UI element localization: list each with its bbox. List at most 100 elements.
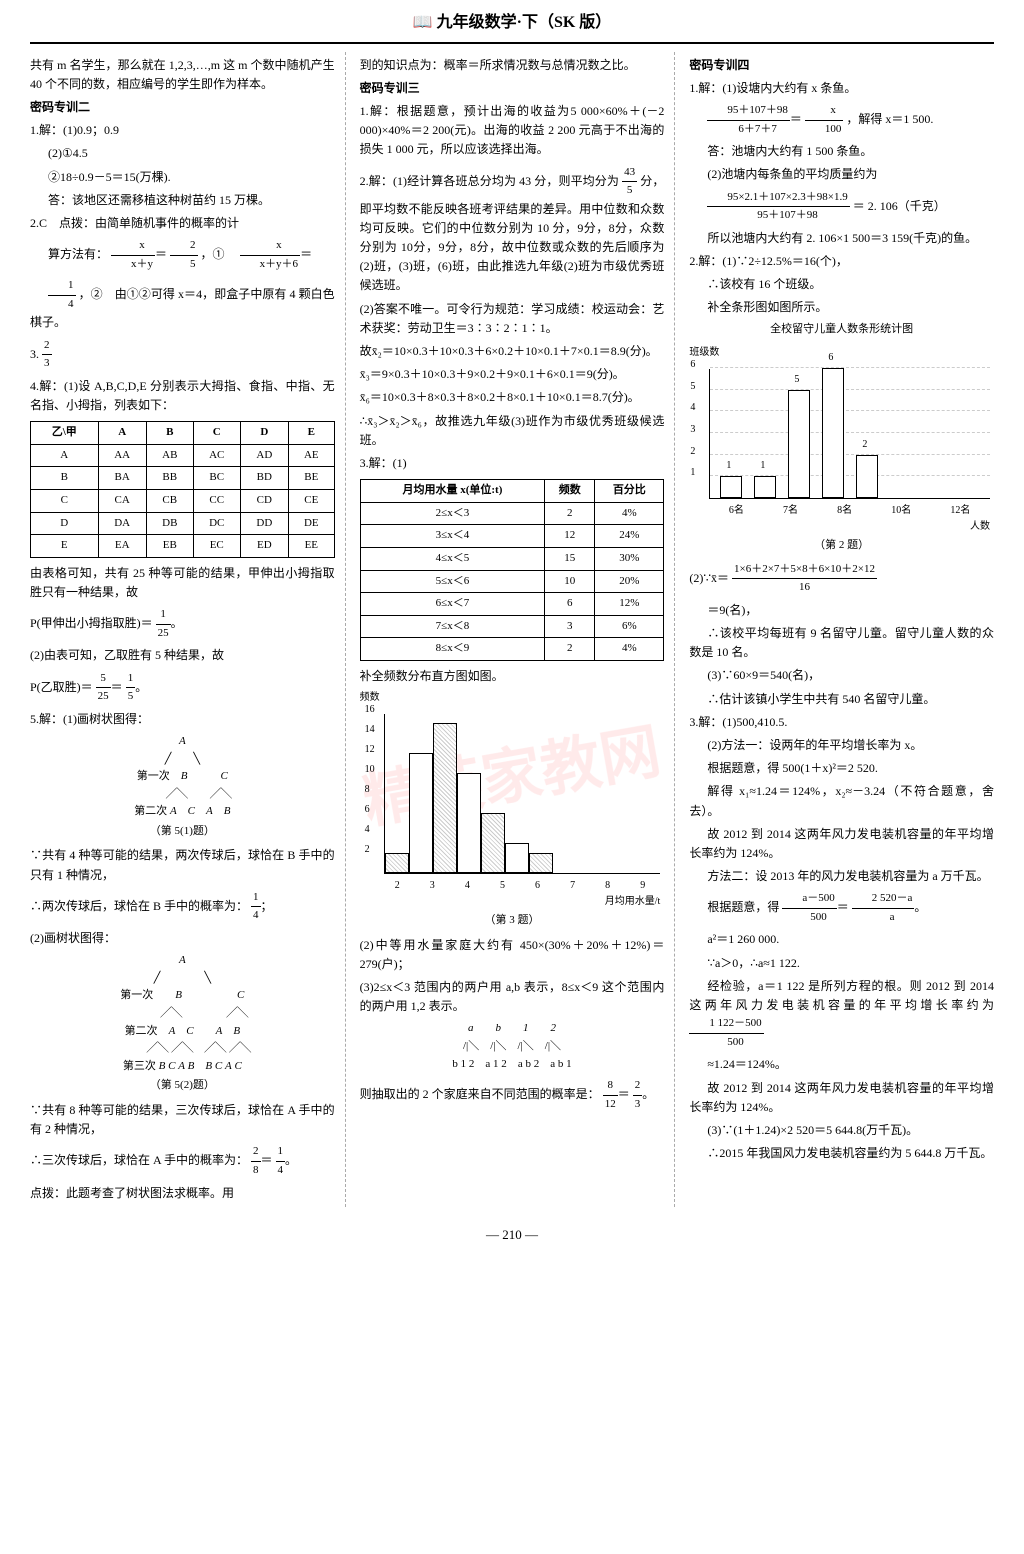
td: AC [193,444,240,467]
c1-q2line: 算方法有： xx＋y＝ 25 ，① xx＋y＋6＝ [30,237,335,273]
th: B [146,422,193,445]
td: 10 [545,570,595,593]
t: 则抽取出的 2 个家庭来自不同范围的概率是： [360,1087,600,1101]
th: 百分比 [595,480,664,503]
tree3-subs: b 1 2 a 1 2 a b 2 a b 1 [360,1056,665,1074]
td: AB [146,444,193,467]
c2-p1: 到的知识点为：概率＝所求情况数与总情况数之比。 [360,56,665,75]
t: ∴三次传球后，球恰在 A 手中的概率为： [30,1153,248,1167]
c1-q5b: ∵共有 4 种等可能的结果，两次传球后，球恰在 B 手中的只有 1 种情况， [30,846,335,884]
c2-q2f: x̄₆＝10×0.3＋8×0.3＋8×0.2＋8×0.1＋10×0.1＝8.7(… [360,388,665,407]
td: DC [193,512,240,535]
tree3-lines: /|＼ /|＼ /|＼ /|＼ [360,1038,665,1056]
t: 经检验，a＝1 122 是所列方程的根。则 2012 到 2014 这两年风力发… [689,979,994,1012]
c1-q4a: 4.解：(1)设 A,B,C,D,E 分别表示大拇指、食指、中指、无名指、小拇指… [30,377,335,415]
frac12: 435 [622,164,637,200]
tree1-l1: 第一次 B C [30,768,335,786]
c2-q2g: ∴x̄₃＞x̄₂＞x̄₆，故推选九年级(3)班作为市级优秀班级候选班。 [360,412,665,450]
frac5: 23 [42,337,52,373]
page-header: 📖 九年级数学·下（SK 版） [30,10,994,44]
frac8: 15 [126,670,136,706]
td: DD [240,512,288,535]
c2-q3b: 补全频数分布直方图如图。 [360,667,665,686]
c3-q3m: (3)∵(1＋1.24)×2 520＝5 644.8(万千瓦)。 [689,1121,994,1140]
chart-xlab: 人数 [689,519,990,535]
c3-q2b: ∴该校有 16 个班级。 [689,275,994,294]
td: 4% [595,638,664,661]
c3-q3i: ∵a＞0，∴a≈1 122. [689,954,994,973]
td: 12% [595,593,664,616]
c3-q1f: 所以池塘内大约有 2. 106×1 500＝3 159(千克)的鱼。 [689,229,994,248]
section-3: 密码专训三 [360,79,665,98]
column-1: 共有 m 名学生，那么就在 1,2,3,…,m 这 m 个数中随机产生 40 个… [30,52,346,1207]
frac10: 28 [251,1143,261,1179]
td: BD [240,467,288,490]
c3-q3h: a²＝1 260 000. [689,930,994,949]
tree2-l1: 第一次 B C [30,987,335,1005]
c3-q2f: ∴该校平均每班有 9 名留守儿童。留守儿童人数的众数是 10 名。 [689,624,994,662]
c3-q3l: 故 2012 到 2014 这两年风力发电装机容量的年平均增长率约为 124%。 [689,1079,994,1117]
td: 2≤x＜3 [360,502,545,525]
tree2-top: A [30,952,335,970]
c1-q5f: ∴三次传球后，球恰在 A 手中的概率为： 28＝ 14。 [30,1143,335,1179]
c2-q3d: (3)2≤x＜3 范围内的两户用 a,b 表示，8≤x＜9 这个范围内的两户用 … [360,978,665,1016]
frac2: 25 [170,237,198,273]
th-diag: 乙\甲 [31,422,99,445]
td: DA [98,512,146,535]
tree2-lines: ╱ ╲ [30,970,335,988]
td: D [31,512,99,535]
th: D [240,422,288,445]
c3-q3g: 根据题意，得 a－500500＝ 2 520－aa。 [689,890,994,926]
c1-q5d: (2)画树状图得： [30,929,335,948]
bar-xax: 6名7名8名10名12名 [709,503,990,519]
td: DE [288,512,334,535]
hist-xax: 23456789 [380,878,661,894]
c3-q1d: (2)池塘内每条鱼的平均质量约为 [689,165,994,184]
frac4: 14 [48,277,76,313]
td: CE [288,490,334,513]
th: 频数 [545,480,595,503]
book-icon: 📖 [413,14,433,31]
tree1-l2: 第二次 A C A B [30,803,335,821]
td: EE [288,535,334,558]
tree-1: A ╱ ╲ 第一次 B C ╱╲ ╱╲ 第二次 A C A B （第 5(1)题… [30,733,335,841]
c1-q3: 3. 23 [30,337,335,373]
frac13: 812 [603,1077,618,1113]
c1-q5a: 5.解：(1)画树状图得： [30,710,335,729]
c3-q2d: (2)∵x̄＝ 1×6＋2×7＋5×8＋6×10＋2×1216 [689,561,994,597]
tree-2: A ╱ ╲ 第一次 B C ╱╲ ╱╲ 第二次 A C A B ╱╲ ╱╲ ╱╲… [30,952,335,1095]
frac18: 1×6＋2×7＋5×8＋6×10＋2×1216 [732,561,877,597]
histogram: 246810121416 [384,714,661,874]
header-text: 九年级数学·下（SK 版） [437,14,612,31]
c2-q2c: (2)答案不唯一。可令行为规范：学习成绩：校运动会：艺术获奖：劳动卫生＝3∶3∶… [360,300,665,338]
c3-q2e: ＝9(名)， [689,601,994,620]
tree2-l2: 第二次 A C A B [30,1023,335,1041]
td: EC [193,535,240,558]
bar-chart: 12345611562 [709,369,990,499]
frac16: x100 [805,102,844,138]
td: 4≤x＜5 [360,547,545,570]
chart-title: 全校留守儿童人数条形统计图 [689,321,994,339]
t: ，② 由①②可得 x＝4，即盒子中原有 4 颗白色棋子。 [30,287,335,329]
td: 15 [545,547,595,570]
c3-q3b: (2)方法一：设两年的年平均增长率为 x。 [689,736,994,755]
td: B [31,467,99,490]
table-1: 乙\甲 A B C D E AAAABACADAE BBABBBCBDBE CC… [30,421,335,558]
frac20: 2 520－aa [852,890,915,926]
td: AA [98,444,146,467]
c3-q3k: ≈1.24＝124%。 [689,1055,994,1074]
c1-q5g: 点拨：此题考查了树状图法求概率。用 [30,1184,335,1203]
c1-q1b: (2)①4.5 [30,144,335,163]
c1-q4d: (2)由表可知，乙取胜有 5 种结果，故 [30,646,335,665]
t: 算方法有： [48,247,108,261]
td: 24% [595,525,664,548]
td: A [31,444,99,467]
td: 3≤x＜4 [360,525,545,548]
c1-q5e: ∵共有 8 种等可能的结果，三次传球后，球恰在 A 手中的有 2 种情况， [30,1101,335,1139]
hist-ylab: 频数 [360,690,665,706]
td: AE [288,444,334,467]
c3-q2c: 补全条形图如图所示。 [689,298,994,317]
columns: 共有 m 名学生，那么就在 1,2,3,…,m 这 m 个数中随机产生 40 个… [30,52,994,1207]
td: AD [240,444,288,467]
hist-cap: （第 3 题） [360,912,665,930]
